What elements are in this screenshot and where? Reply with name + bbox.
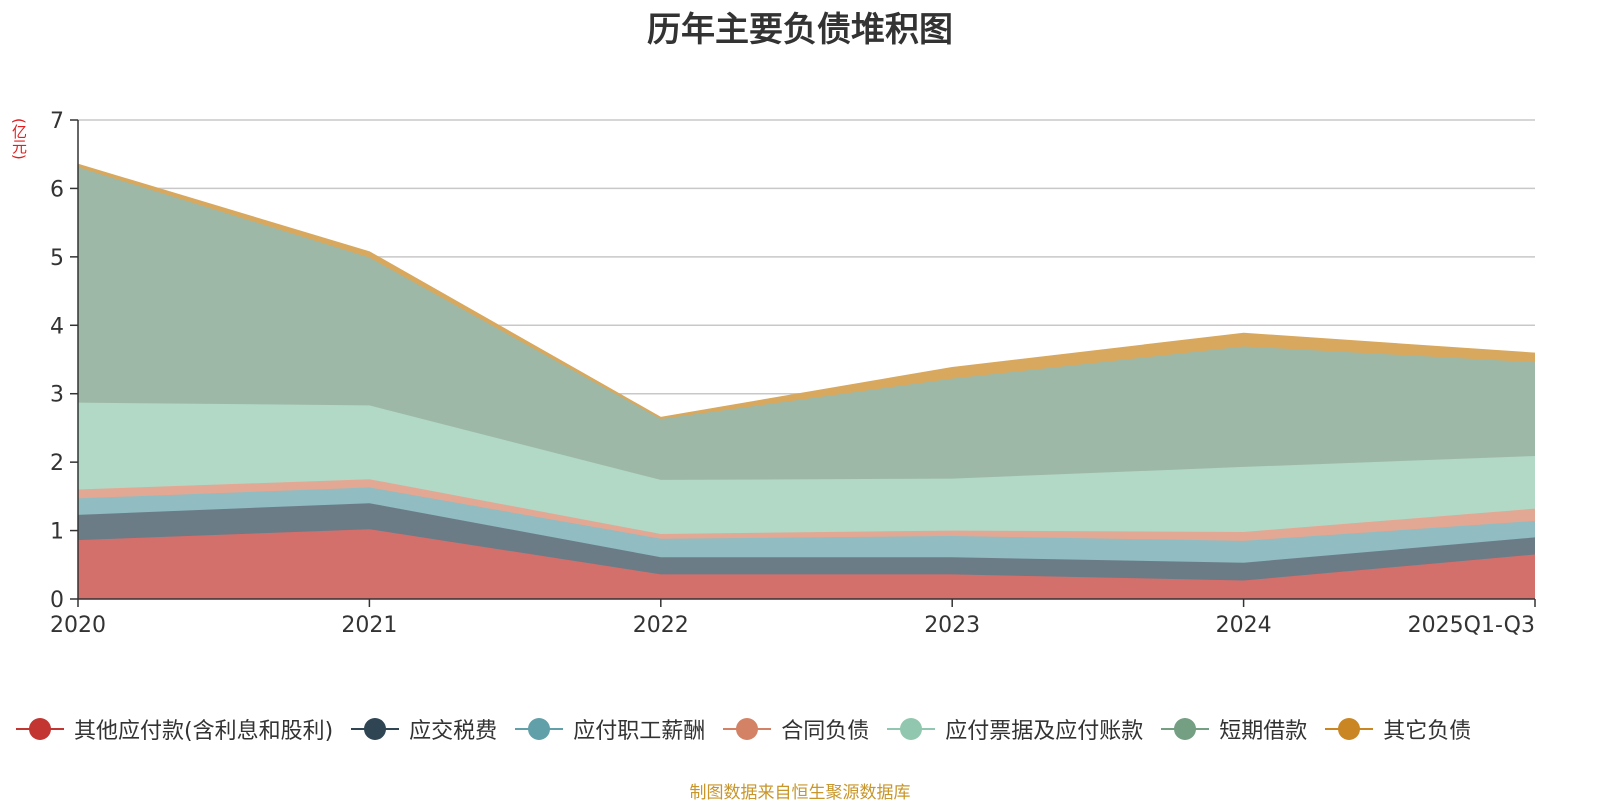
- legend-marker-icon: [16, 717, 64, 741]
- y-tick-label-5: 5: [50, 246, 64, 271]
- y-tick-label-7: 7: [50, 109, 64, 134]
- area-layer: [77, 163, 1536, 599]
- legend-marker-icon: [887, 717, 936, 741]
- area-series-3: [78, 479, 1535, 541]
- x-tick-label-3: 2023: [924, 613, 980, 638]
- legend-item-0[interactable]: 其他应付款(含利息和股利): [16, 713, 333, 745]
- legend-item-4[interactable]: 应付票据及应付账款: [887, 713, 1143, 745]
- legend-item-6[interactable]: 其它负债: [1325, 713, 1471, 745]
- legend-marker-icon: [1325, 717, 1374, 741]
- y-tick-label-0: 0: [50, 588, 64, 613]
- y-axis-unit-label: (亿元): [10, 118, 28, 160]
- area-series-4: [78, 402, 1535, 534]
- legend-label: 其它负债: [1383, 719, 1472, 744]
- legend-marker-icon: [1161, 717, 1210, 741]
- legend-marker-icon: [723, 717, 772, 741]
- legend-item-1[interactable]: 应交税费: [351, 713, 497, 745]
- area-series-6-edge: [77, 163, 1536, 419]
- area-series-0: [78, 529, 1535, 599]
- legend-label: 其他应付款(含利息和股利): [74, 719, 334, 744]
- legend-item-3[interactable]: 合同负债: [723, 713, 869, 745]
- legend-marker-icon: [351, 717, 400, 741]
- legend-item-5[interactable]: 短期借款: [1161, 713, 1307, 745]
- legend-label: 短期借款: [1219, 719, 1308, 744]
- data-source-note: 制图数据来自恒生聚源数据库: [689, 783, 911, 803]
- chart-title: 历年主要负债堆积图: [647, 10, 953, 50]
- legend-label: 应交税费: [409, 719, 498, 744]
- x-tick-label-1: 2021: [341, 613, 397, 638]
- area-series-2: [78, 487, 1535, 563]
- y-tick-label-2: 2: [50, 451, 64, 476]
- y-tick-label-3: 3: [50, 383, 64, 408]
- x-tick-label-5: 2025Q1-Q3: [1408, 613, 1535, 638]
- legend-marker-icon: [515, 717, 564, 741]
- legend-label: 应付职工薪酬: [573, 719, 706, 744]
- legend-label: 应付票据及应付账款: [945, 719, 1144, 744]
- legend-item-2[interactable]: 应付职工薪酬: [515, 713, 705, 745]
- axis-layer: 0 1 2 3 4 5 6 7 2020 2021 2022 2023 2024 2025Q1-Q3: [50, 109, 1536, 638]
- y-tick-label-6: 6: [50, 177, 64, 202]
- area-series-5: [78, 167, 1535, 480]
- legend: 其他应付款(含利息和股利) 应交税费 应付职工薪酬 合同负债 应付票据及应付账款 短期借款…: [16, 714, 1489, 744]
- x-tick-label-4: 2024: [1216, 613, 1272, 638]
- legend-label: 合同负债: [781, 719, 870, 744]
- y-tick-label-1: 1: [50, 520, 64, 545]
- y-tick-label-4: 4: [50, 314, 64, 339]
- x-tick-label-0: 2020: [50, 613, 106, 638]
- area-series-1: [78, 503, 1535, 581]
- x-tick-label-2: 2022: [633, 613, 689, 638]
